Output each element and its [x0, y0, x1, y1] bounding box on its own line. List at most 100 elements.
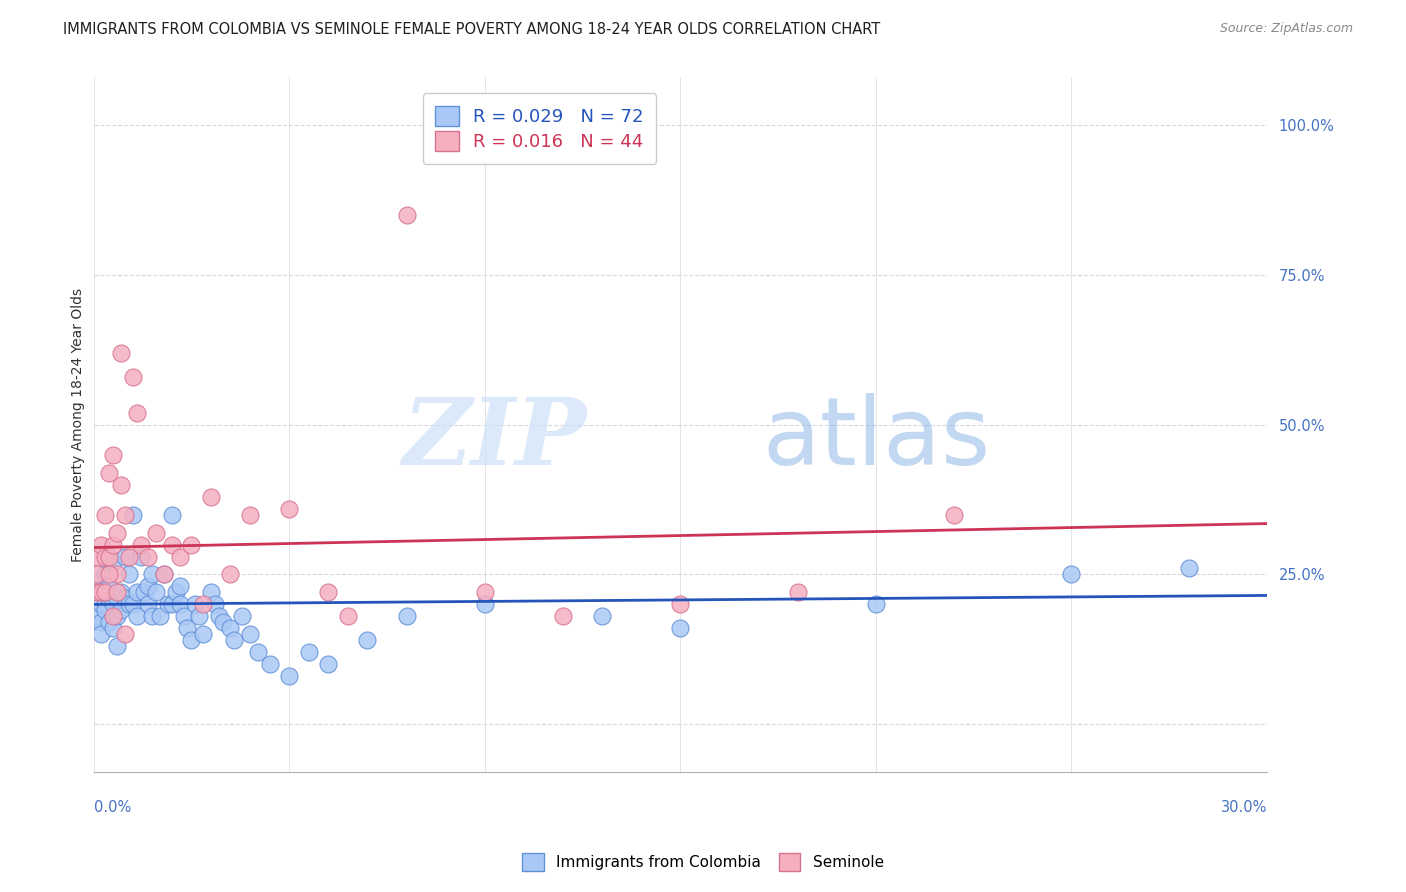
- Point: [219, 567, 242, 582]
- Point: [90, 627, 112, 641]
- Point: [86, 549, 108, 564]
- Point: [153, 567, 176, 582]
- Point: [336, 609, 359, 624]
- Point: [160, 537, 183, 551]
- Point: [316, 585, 339, 599]
- Text: Source: ZipAtlas.com: Source: ZipAtlas.com: [1219, 22, 1353, 36]
- Point: [259, 657, 281, 672]
- Point: [121, 369, 143, 384]
- Point: [231, 609, 253, 624]
- Point: [316, 657, 339, 672]
- Point: [191, 627, 214, 641]
- Point: [239, 508, 262, 522]
- Point: [219, 621, 242, 635]
- Point: [86, 585, 108, 599]
- Point: [145, 585, 167, 599]
- Point: [278, 501, 301, 516]
- Y-axis label: Female Poverty Among 18-24 Year Olds: Female Poverty Among 18-24 Year Olds: [72, 288, 86, 562]
- Point: [90, 585, 112, 599]
- Point: [943, 508, 966, 522]
- Point: [125, 406, 148, 420]
- Point: [101, 556, 124, 570]
- Point: [118, 549, 141, 564]
- Point: [110, 477, 132, 491]
- Point: [105, 525, 128, 540]
- Point: [200, 585, 222, 599]
- Point: [86, 609, 108, 624]
- Point: [1060, 567, 1083, 582]
- Point: [169, 549, 191, 564]
- Point: [156, 598, 179, 612]
- Point: [121, 508, 143, 522]
- Point: [169, 598, 191, 612]
- Text: 0.0%: 0.0%: [94, 800, 131, 815]
- Point: [98, 579, 121, 593]
- Text: IMMIGRANTS FROM COLOMBIA VS SEMINOLE FEMALE POVERTY AMONG 18-24 YEAR OLDS CORREL: IMMIGRANTS FROM COLOMBIA VS SEMINOLE FEM…: [63, 22, 880, 37]
- Point: [105, 591, 128, 606]
- Point: [114, 591, 136, 606]
- Point: [160, 508, 183, 522]
- Point: [153, 567, 176, 582]
- Text: 30.0%: 30.0%: [1220, 800, 1267, 815]
- Point: [101, 448, 124, 462]
- Point: [239, 627, 262, 641]
- Point: [149, 609, 172, 624]
- Point: [208, 609, 231, 624]
- Point: [395, 609, 418, 624]
- Point: [105, 567, 128, 582]
- Point: [129, 537, 152, 551]
- Point: [138, 579, 160, 593]
- Point: [98, 567, 121, 582]
- Point: [114, 549, 136, 564]
- Point: [110, 346, 132, 360]
- Point: [165, 585, 187, 599]
- Point: [125, 609, 148, 624]
- Point: [98, 591, 121, 606]
- Point: [98, 549, 121, 564]
- Point: [176, 621, 198, 635]
- Point: [118, 598, 141, 612]
- Point: [551, 609, 574, 624]
- Legend: Immigrants from Colombia, Seminole: Immigrants from Colombia, Seminole: [516, 847, 890, 877]
- Point: [94, 567, 117, 582]
- Point: [101, 609, 124, 624]
- Point: [138, 549, 160, 564]
- Point: [224, 633, 246, 648]
- Point: [90, 537, 112, 551]
- Point: [101, 537, 124, 551]
- Point: [114, 508, 136, 522]
- Point: [865, 598, 887, 612]
- Point: [278, 669, 301, 683]
- Point: [94, 508, 117, 522]
- Point: [356, 633, 378, 648]
- Point: [669, 621, 692, 635]
- Point: [90, 615, 112, 630]
- Point: [138, 598, 160, 612]
- Point: [90, 585, 112, 599]
- Point: [786, 585, 808, 599]
- Point: [141, 609, 163, 624]
- Point: [204, 598, 226, 612]
- Point: [94, 585, 117, 599]
- Point: [211, 615, 233, 630]
- Point: [90, 598, 112, 612]
- Point: [98, 466, 121, 480]
- Point: [86, 567, 108, 582]
- Point: [474, 585, 496, 599]
- Point: [86, 585, 108, 599]
- Point: [395, 208, 418, 222]
- Point: [125, 585, 148, 599]
- Point: [114, 627, 136, 641]
- Point: [110, 603, 132, 617]
- Point: [98, 615, 121, 630]
- Point: [184, 598, 207, 612]
- Point: [129, 549, 152, 564]
- Point: [86, 574, 108, 588]
- Point: [474, 598, 496, 612]
- Legend: R = 0.029   N = 72, R = 0.016   N = 44: R = 0.029 N = 72, R = 0.016 N = 44: [423, 94, 657, 164]
- Point: [94, 549, 117, 564]
- Point: [105, 609, 128, 624]
- Point: [101, 621, 124, 635]
- Point: [160, 598, 183, 612]
- Point: [298, 645, 321, 659]
